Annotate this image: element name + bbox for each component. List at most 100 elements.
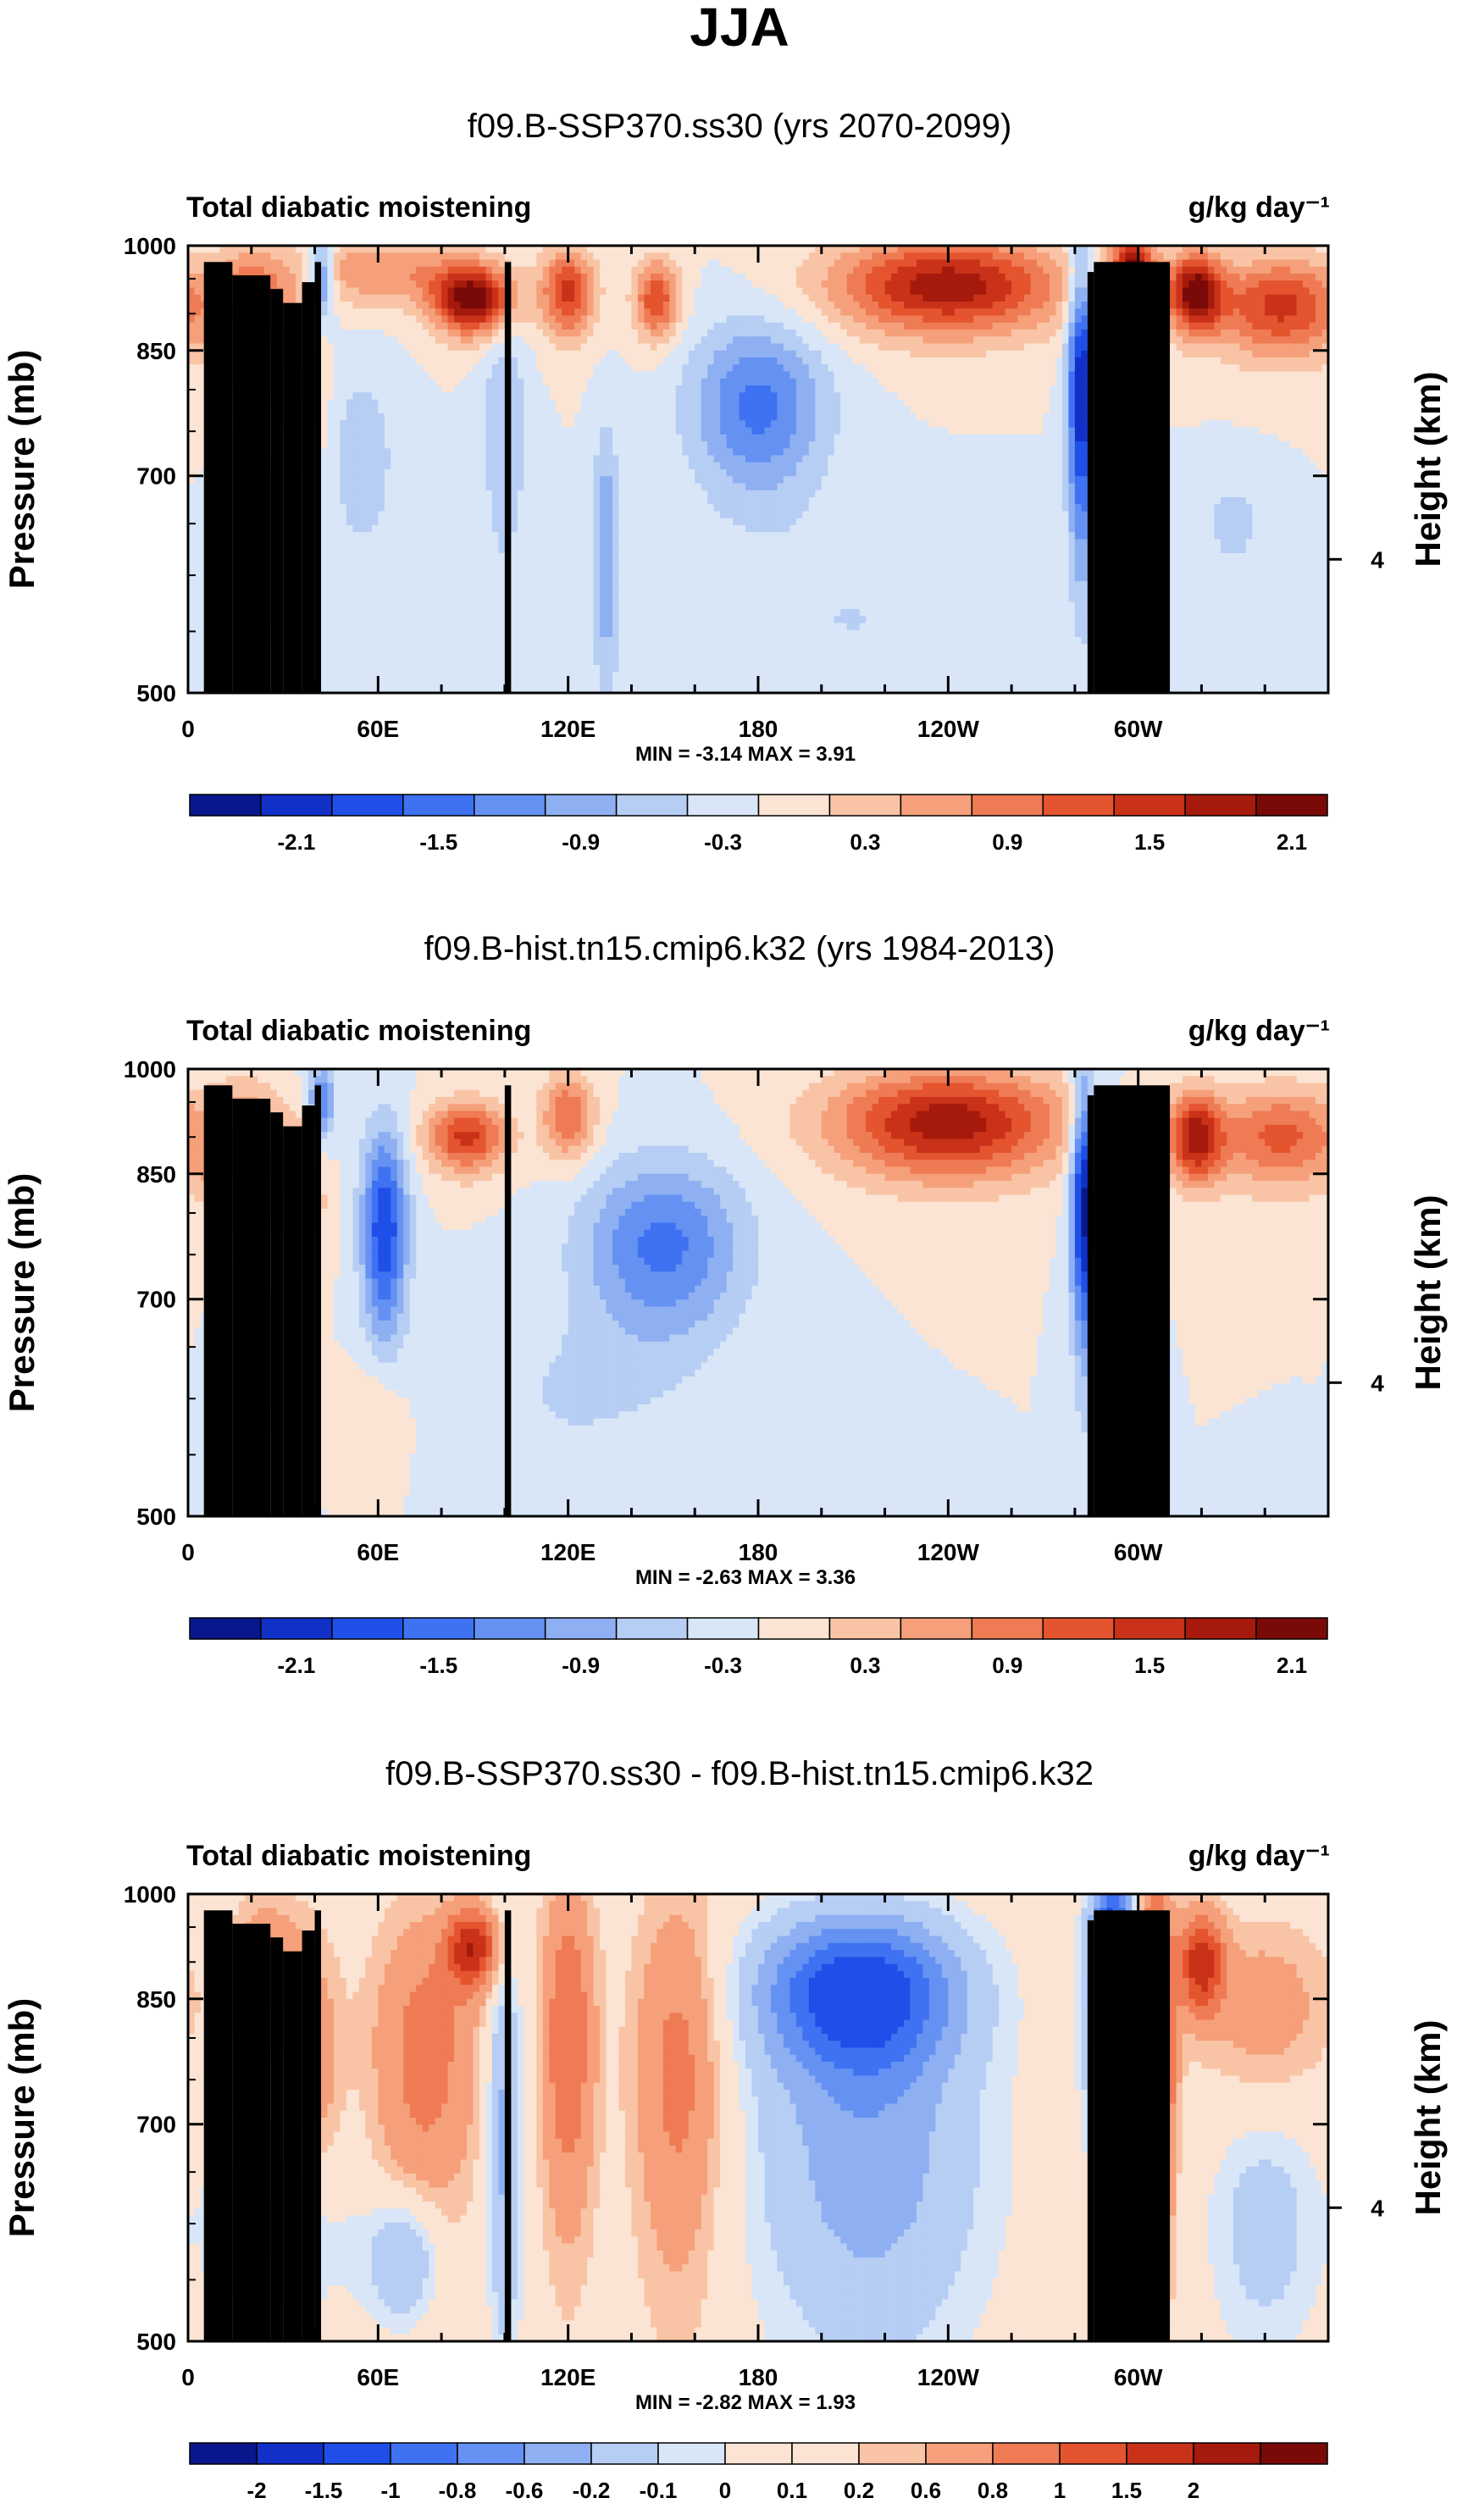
- heatmap-cell: [961, 427, 968, 435]
- heatmap-cell: [422, 294, 429, 302]
- heatmap-cell: [701, 357, 708, 365]
- heatmap-cell: [358, 357, 366, 365]
- heatmap-cell: [1188, 315, 1196, 324]
- heatmap-cell: [1170, 322, 1177, 330]
- heatmap-cell: [1030, 413, 1038, 421]
- heatmap-cell: [1011, 413, 1019, 421]
- heatmap-cell: [961, 364, 968, 373]
- heatmap-cell: [568, 399, 575, 407]
- heatmap-cell: [935, 266, 943, 274]
- heatmap-cell: [485, 434, 493, 442]
- heatmap-cell: [973, 308, 981, 317]
- heatmap-cell: [245, 252, 252, 261]
- heatmap-cell: [574, 434, 582, 442]
- heatmap-cell: [352, 434, 360, 442]
- heatmap-cell: [1176, 287, 1183, 296]
- heatmap-cell: [1024, 259, 1032, 268]
- heatmap-cell: [511, 434, 518, 442]
- heatmap-cell: [523, 343, 531, 352]
- heatmap-cell: [846, 336, 854, 345]
- heatmap-cell: [321, 259, 329, 268]
- heatmap-cell: [821, 364, 828, 373]
- heatmap-cell: [479, 302, 487, 309]
- heatmap-cell: [580, 252, 588, 261]
- heatmap-cell: [473, 392, 480, 401]
- heatmap-cell: [1220, 385, 1227, 393]
- heatmap-cell: [447, 274, 455, 281]
- heatmap-cell: [954, 246, 961, 253]
- heatmap-cell: [675, 364, 683, 373]
- heatmap-cell: [188, 336, 196, 345]
- heatmap-cell: [1037, 350, 1044, 358]
- heatmap-cell: [1030, 406, 1038, 414]
- heatmap-cell: [327, 308, 335, 317]
- heatmap-cell: [1049, 336, 1057, 345]
- heatmap-cell: [815, 392, 823, 401]
- heatmap-cell: [650, 399, 657, 407]
- heatmap-cell: [536, 252, 544, 261]
- heatmap-cell: [986, 427, 994, 435]
- heatmap-cell: [618, 364, 626, 373]
- heatmap-cell: [1201, 392, 1209, 401]
- heatmap-cell: [346, 406, 354, 414]
- heatmap-cell: [859, 259, 867, 268]
- heatmap-cell: [650, 322, 657, 330]
- heatmap-cell: [675, 385, 683, 393]
- heatmap-cell: [1252, 287, 1260, 296]
- heatmap-cell: [808, 364, 816, 373]
- heatmap-cell: [1081, 343, 1088, 352]
- heatmap-cell: [1081, 259, 1088, 268]
- heatmap-cell: [562, 266, 569, 274]
- heatmap-cell: [1170, 252, 1177, 261]
- heatmap-cell: [1061, 385, 1070, 393]
- heatmap-cell: [429, 322, 436, 330]
- heatmap-cell: [1321, 266, 1329, 274]
- heatmap-cell: [783, 378, 790, 386]
- heatmap-cell: [1183, 287, 1190, 296]
- heatmap-cell: [1068, 246, 1076, 253]
- heatmap-cell: [701, 336, 708, 345]
- heatmap-cell: [580, 427, 588, 435]
- heatmap-cell: [770, 302, 778, 309]
- heatmap-cell: [669, 322, 677, 330]
- heatmap-cell: [891, 385, 899, 393]
- heatmap-cell: [1024, 246, 1032, 253]
- heatmap-cell: [1303, 246, 1310, 253]
- heatmap-cell: [897, 434, 905, 442]
- heatmap-cell: [1081, 252, 1088, 261]
- heatmap-cell: [910, 343, 917, 352]
- heatmap-cell: [1245, 280, 1253, 289]
- heatmap-cell: [422, 308, 429, 317]
- heatmap-cell: [1081, 357, 1088, 365]
- heatmap-cell: [467, 371, 474, 379]
- heatmap-cell: [884, 406, 892, 414]
- heatmap-cell: [1183, 308, 1190, 317]
- heatmap-cell: [682, 315, 690, 324]
- heatmap-cell: [941, 350, 949, 358]
- heatmap-cell: [624, 364, 633, 373]
- heatmap-cell: [1170, 385, 1177, 393]
- heatmap-cell: [549, 308, 557, 317]
- heatmap-cell: [795, 350, 803, 358]
- heatmap-cell: [695, 399, 702, 407]
- heatmap-cell: [650, 259, 657, 268]
- heatmap-cell: [333, 287, 341, 296]
- heatmap-cell: [834, 287, 841, 296]
- heatmap-cell: [358, 322, 366, 330]
- heatmap-cell: [1055, 302, 1063, 309]
- heatmap-cell: [378, 420, 385, 429]
- heatmap-cell: [1252, 246, 1260, 253]
- heatmap-cell: [834, 350, 841, 358]
- heatmap-cell: [549, 413, 557, 421]
- heatmap-cell: [441, 302, 449, 309]
- heatmap-cell: [682, 294, 690, 302]
- heatmap-cell: [1061, 308, 1070, 317]
- heatmap-cell: [1214, 302, 1221, 309]
- heatmap-cell: [479, 266, 487, 274]
- heatmap-cell: [1049, 322, 1057, 330]
- heatmap-cell: [485, 427, 493, 435]
- heatmap-cell: [574, 413, 582, 421]
- heatmap-cell: [396, 392, 404, 401]
- heatmap-cell: [517, 330, 524, 337]
- heatmap-cell: [662, 385, 670, 393]
